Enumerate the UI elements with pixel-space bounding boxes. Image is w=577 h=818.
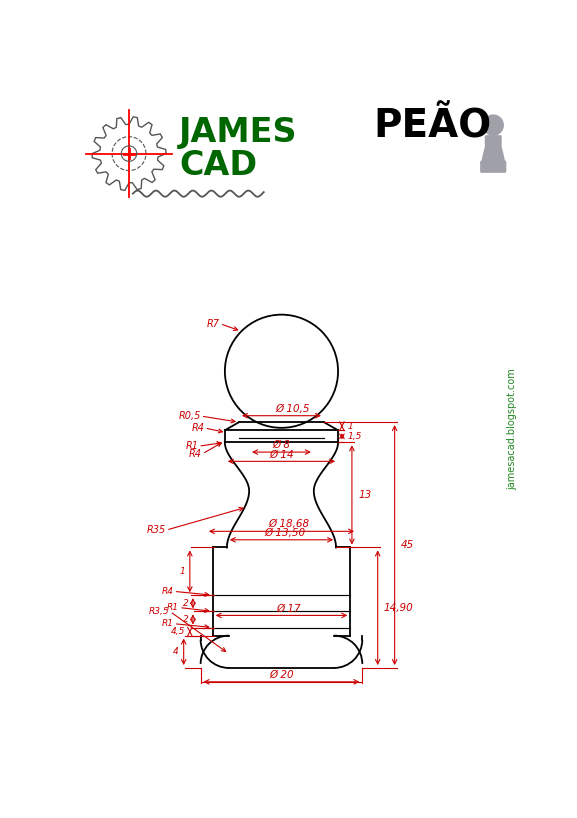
Circle shape (483, 115, 503, 135)
Text: R1: R1 (185, 441, 198, 452)
Text: Ø 18,68: Ø 18,68 (269, 519, 310, 529)
Text: 4: 4 (173, 647, 179, 656)
Text: R35: R35 (147, 525, 166, 535)
Text: Ø 14: Ø 14 (269, 449, 294, 460)
Text: 2: 2 (182, 599, 188, 608)
Text: Ø 13,50: Ø 13,50 (265, 528, 306, 538)
Text: Ø 10,5: Ø 10,5 (276, 404, 310, 414)
Text: R1: R1 (162, 619, 174, 628)
Text: 1,5: 1,5 (347, 432, 362, 441)
Text: 1: 1 (179, 567, 185, 576)
Text: PEÃO: PEÃO (374, 107, 492, 146)
Text: jamesacad.blogspot.com: jamesacad.blogspot.com (507, 368, 518, 490)
Text: JAMES: JAMES (179, 116, 298, 150)
Text: Ø 20: Ø 20 (269, 670, 294, 680)
Text: 1: 1 (347, 422, 353, 431)
Text: 14,90: 14,90 (384, 603, 414, 613)
FancyBboxPatch shape (480, 160, 506, 173)
Text: R1: R1 (167, 603, 179, 612)
Text: R0,5: R0,5 (178, 411, 201, 421)
Text: 45: 45 (401, 540, 414, 550)
Text: R7: R7 (207, 319, 220, 329)
Text: R4: R4 (189, 449, 202, 459)
Text: R4: R4 (192, 423, 204, 433)
Text: R3,5: R3,5 (149, 607, 170, 616)
Text: 13: 13 (358, 490, 372, 500)
Text: Ø 8: Ø 8 (272, 440, 290, 450)
Text: 2: 2 (182, 615, 188, 624)
Text: 4,5: 4,5 (171, 627, 185, 636)
Polygon shape (482, 141, 505, 164)
FancyBboxPatch shape (485, 135, 501, 146)
Text: R4: R4 (162, 587, 174, 596)
Text: Ø 17: Ø 17 (277, 604, 301, 614)
Text: CAD: CAD (179, 150, 257, 182)
